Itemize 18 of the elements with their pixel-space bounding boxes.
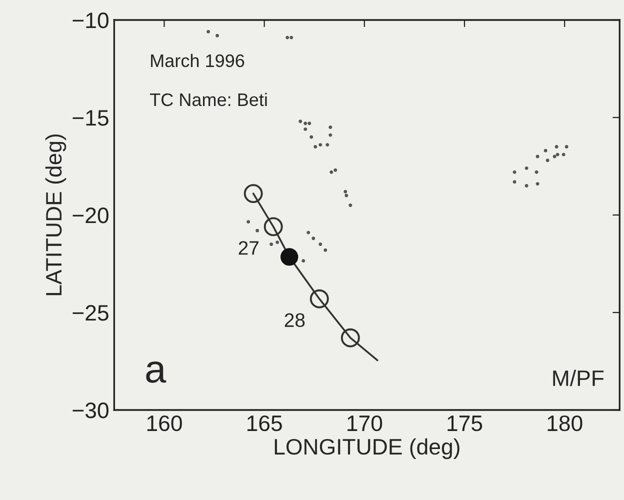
annotation: a <box>146 362 166 383</box>
y-tick-label: −15 <box>72 110 108 126</box>
x-axis-title: LONGITUDE (deg) <box>274 438 460 460</box>
annotation: M/PF <box>553 370 604 386</box>
annotation: TC Name: Beti <box>150 92 267 106</box>
y-tick-label: −30 <box>72 402 108 418</box>
x-tick-label: 170 <box>348 415 382 432</box>
x-tick-label: 175 <box>448 416 482 432</box>
y-tick-label: −20 <box>72 208 108 224</box>
x-tick-label: 180 <box>548 415 582 432</box>
annotation: 27 <box>238 241 258 255</box>
y-tick-label: −10 <box>72 12 108 28</box>
x-tick-label: 165 <box>247 415 282 432</box>
y-tick-label: −25 <box>72 305 108 321</box>
annotation: 28 <box>284 313 305 328</box>
x-tick-label: 160 <box>147 415 182 432</box>
y-axis-title: LATITUDE (deg) <box>45 134 66 296</box>
annotation: March 1996 <box>151 54 244 68</box>
